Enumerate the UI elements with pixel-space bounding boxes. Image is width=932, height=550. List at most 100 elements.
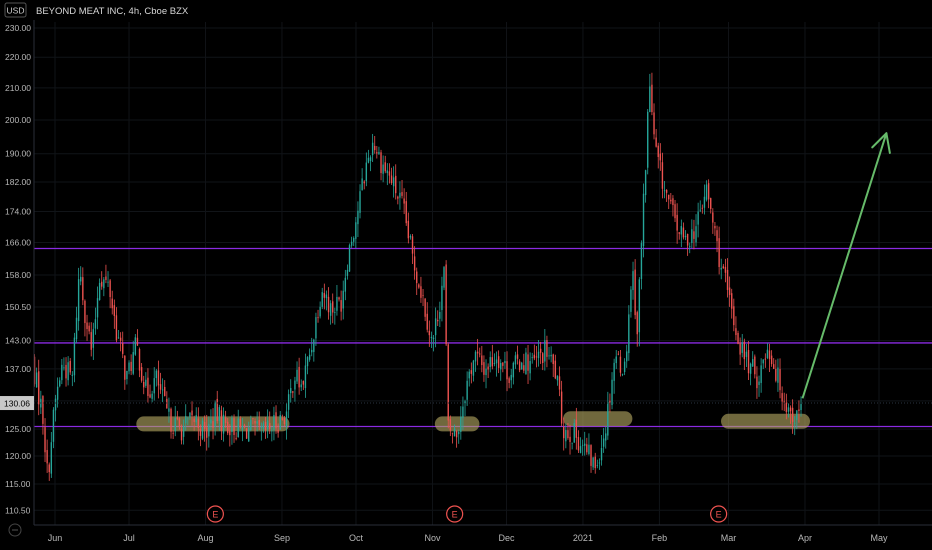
candle-up bbox=[266, 420, 269, 430]
candle-up bbox=[493, 362, 496, 364]
candle-up bbox=[378, 151, 380, 155]
candle-down bbox=[455, 430, 458, 438]
candle-up bbox=[598, 462, 601, 464]
candle-up bbox=[325, 294, 328, 299]
candle-up bbox=[741, 342, 743, 353]
candle-up bbox=[311, 349, 313, 353]
candle-down bbox=[789, 407, 792, 412]
candle-down bbox=[44, 427, 46, 453]
candle-up bbox=[35, 372, 38, 388]
earnings-marker-icon[interactable] bbox=[710, 505, 728, 523]
candle-up bbox=[485, 368, 487, 376]
candle-up bbox=[185, 416, 187, 424]
candle-down bbox=[686, 233, 689, 246]
candle-up bbox=[382, 164, 384, 174]
candle-up bbox=[544, 340, 546, 362]
tradingview-logo-icon[interactable] bbox=[8, 523, 22, 537]
candle-up bbox=[250, 419, 252, 431]
y-tick-label: 210.00 bbox=[5, 83, 31, 93]
candle-down bbox=[563, 427, 565, 439]
earnings-marker-icon[interactable] bbox=[446, 505, 464, 523]
candle-down bbox=[791, 407, 794, 422]
candle-down bbox=[542, 353, 544, 364]
candle-down bbox=[674, 204, 676, 219]
x-tick-label: Sep bbox=[274, 533, 290, 543]
candle-down bbox=[413, 256, 416, 271]
y-tick-label: 120.00 bbox=[5, 451, 31, 461]
candle-up bbox=[271, 430, 273, 432]
candle-up bbox=[67, 362, 69, 381]
candle-down bbox=[170, 408, 172, 432]
projection-arrow-shaft[interactable] bbox=[801, 132, 888, 399]
candle-up bbox=[472, 360, 475, 376]
candle-up bbox=[462, 406, 464, 418]
candle-up bbox=[357, 210, 359, 225]
candle-up bbox=[474, 351, 477, 362]
candle-down bbox=[491, 357, 494, 367]
candle-up bbox=[514, 355, 517, 365]
candle-down bbox=[33, 356, 36, 385]
candle-up bbox=[432, 337, 435, 339]
candle-down bbox=[516, 354, 519, 359]
candle-down bbox=[292, 391, 294, 393]
candle-up bbox=[794, 422, 796, 424]
candle-up bbox=[548, 355, 550, 357]
y-tick-label: 220.00 bbox=[5, 52, 31, 62]
last-price-label: 130.06 bbox=[0, 396, 932, 411]
candle-up bbox=[762, 359, 764, 364]
x-tick-label: May bbox=[870, 533, 888, 543]
candle-up bbox=[287, 394, 290, 410]
earnings-marker-label: E bbox=[716, 510, 722, 520]
candle-down bbox=[451, 432, 454, 434]
y-tick-label: 190.00 bbox=[5, 149, 31, 159]
candle-down bbox=[798, 409, 800, 411]
candle-up bbox=[61, 364, 63, 381]
candle-up bbox=[201, 420, 204, 439]
candle-down bbox=[277, 430, 279, 433]
candle-down bbox=[46, 450, 48, 464]
candle-up bbox=[489, 357, 491, 367]
candle-down bbox=[567, 430, 569, 438]
candle-up bbox=[441, 285, 443, 311]
candle-up bbox=[386, 170, 389, 174]
candle-up bbox=[529, 361, 531, 374]
candle-down bbox=[535, 356, 538, 358]
y-tick-label: 150.50 bbox=[5, 302, 31, 312]
candle-down bbox=[653, 112, 655, 135]
candle-up bbox=[703, 196, 706, 208]
earnings-marker-icon[interactable] bbox=[206, 505, 224, 523]
candle-down bbox=[508, 378, 510, 383]
x-tick-label: Mar bbox=[721, 533, 737, 543]
price-axis: 110.50115.00120.00125.00130.50137.00143.… bbox=[0, 20, 35, 525]
candle-up bbox=[695, 226, 697, 243]
candle-down bbox=[84, 300, 86, 324]
candle-up bbox=[361, 178, 363, 191]
candle-up bbox=[54, 398, 57, 411]
candle-up bbox=[300, 384, 302, 388]
candle-up bbox=[649, 86, 651, 113]
candle-up bbox=[336, 296, 338, 311]
candle-down bbox=[426, 313, 428, 330]
y-tick-label: 182.00 bbox=[5, 177, 31, 187]
candle-down bbox=[636, 312, 638, 335]
candle-down bbox=[672, 198, 674, 206]
candle-down bbox=[136, 337, 139, 346]
last-price-badge bbox=[0, 396, 34, 411]
candle-down bbox=[731, 293, 733, 309]
candle-up bbox=[512, 362, 515, 378]
candle-down bbox=[447, 344, 449, 421]
candle-up bbox=[208, 423, 210, 437]
price-axis-bg bbox=[0, 20, 34, 525]
candle-down bbox=[718, 238, 720, 267]
candle-down bbox=[722, 266, 725, 269]
candle-down bbox=[586, 444, 588, 453]
candle-down bbox=[281, 418, 284, 420]
candle-down bbox=[176, 417, 179, 419]
candle-down bbox=[487, 366, 489, 370]
candle-down bbox=[693, 231, 695, 239]
candle-up bbox=[504, 360, 506, 364]
candle-up bbox=[521, 362, 523, 370]
candle-down bbox=[363, 181, 365, 184]
